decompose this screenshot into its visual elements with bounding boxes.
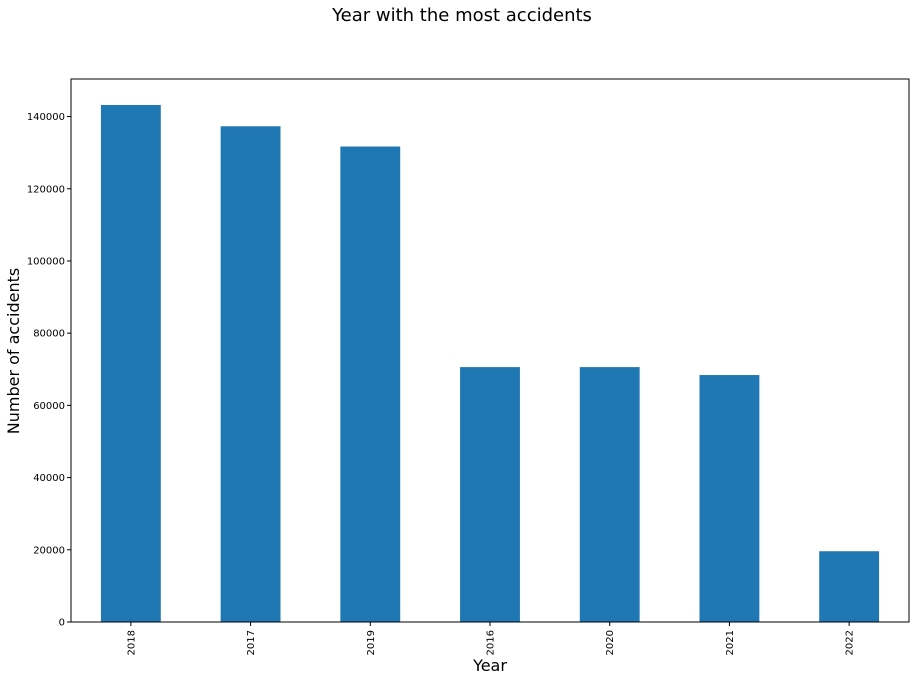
x-tick-label: 2019 (366, 630, 377, 655)
bar-2020 (579, 367, 640, 622)
y-axis: 0 20000 40000 60000 80000 100000 120000 140000 (27, 112, 71, 629)
y-tick-label: 20000 (33, 545, 65, 556)
x-tick-label: 2017 (246, 630, 257, 655)
x-axis-label: Year (472, 656, 507, 675)
bar-2018 (100, 104, 161, 622)
x-tick-label: 2018 (126, 630, 137, 655)
chart-title: Year with the most accidents (331, 5, 592, 26)
y-tick-label: 60000 (33, 401, 65, 412)
bar-2021 (699, 375, 760, 622)
y-tick-label: 0 (59, 618, 65, 629)
bar-2019 (340, 146, 401, 622)
y-tick-label: 40000 (33, 473, 65, 484)
bars-group (100, 104, 880, 623)
y-tick-label: 140000 (27, 112, 65, 123)
y-tick-label: 100000 (27, 256, 65, 267)
x-tick-label: 2020 (605, 630, 616, 655)
bar-2022 (819, 551, 880, 622)
y-tick-label: 120000 (27, 184, 65, 195)
bar-2016 (460, 367, 520, 622)
bar-2017 (220, 126, 281, 623)
y-axis-label: Number of accidents (4, 268, 23, 434)
x-axis: 2018 2017 2019 2016 2020 2021 2022 (126, 622, 856, 655)
x-tick-label: 2021 (725, 630, 736, 655)
x-tick-label: 2022 (845, 630, 856, 655)
y-tick-label: 80000 (33, 329, 65, 340)
plot-frame (70, 78, 910, 623)
x-tick-label: 2016 (486, 630, 497, 655)
